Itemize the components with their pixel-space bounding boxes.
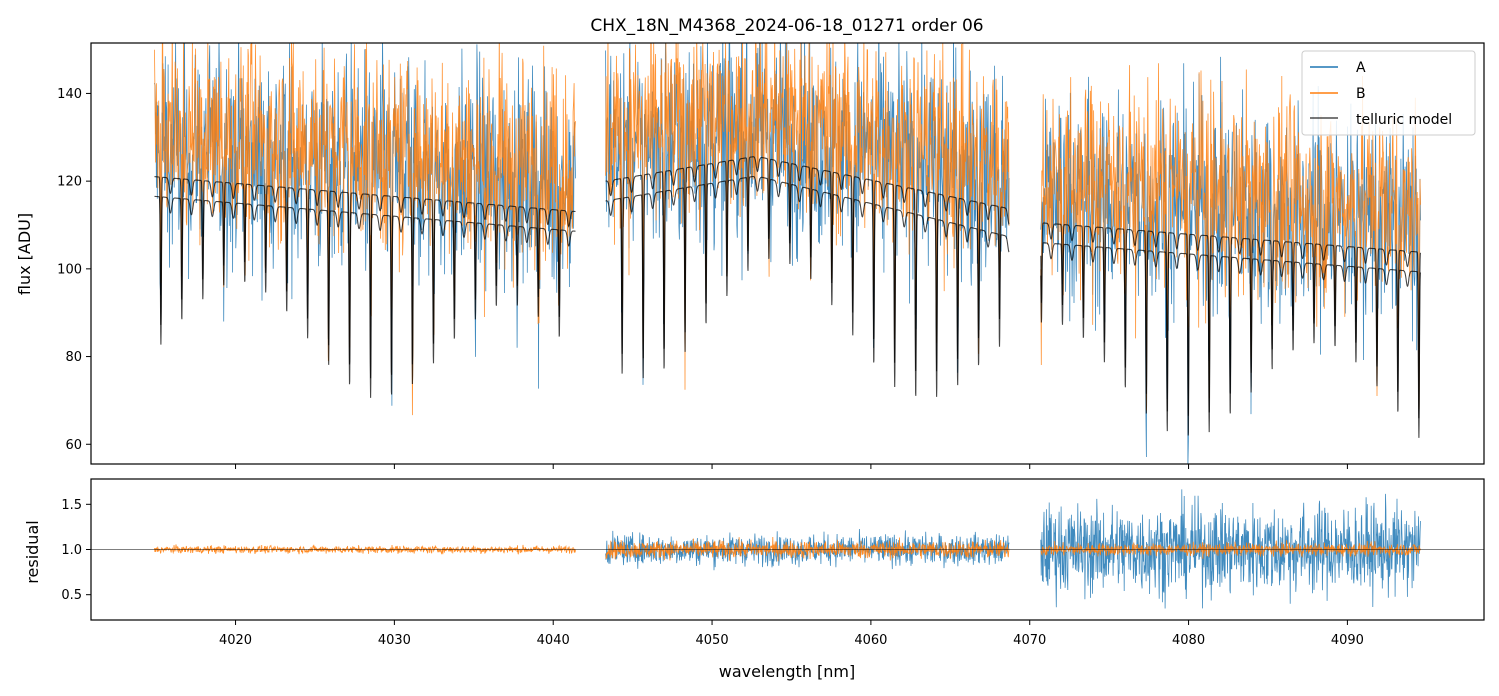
telluric-model-segment-2-curve-1 — [605, 156, 1010, 372]
top-y-axis-label: flux [ADU] — [15, 213, 34, 295]
telluric-model-segment-1-curve-2 — [154, 195, 576, 398]
chart-title: CHX_18N_M4368_2024-06-18_01271 order 06 — [590, 16, 983, 36]
xtick-label-4060: 4060 — [854, 633, 887, 648]
x-axis-label: wavelength [nm] — [719, 662, 856, 681]
bottom-ytick-label-0: 0.5 — [61, 588, 82, 603]
xtick-label-4080: 4080 — [1172, 633, 1205, 648]
xtick-label-4070: 4070 — [1013, 633, 1046, 648]
series-b-residual-segment-3 — [1040, 540, 1421, 560]
legend-box — [1301, 50, 1476, 136]
telluric-model-segment-2-curve-2 — [605, 175, 1010, 397]
top-ytick-label-140: 140 — [57, 87, 82, 102]
telluric-model-segment-3-curve-2 — [1040, 242, 1422, 438]
series-b-top-segment-2 — [605, 43, 1010, 390]
top-ytick-label-60: 60 — [65, 438, 82, 453]
legend-label-a: A — [1356, 60, 1366, 76]
series-a-residual-segment-3 — [1040, 489, 1421, 609]
series-b-top-segment-1 — [154, 43, 576, 416]
top-ytick-label-80: 80 — [65, 350, 82, 365]
bottom-panel: 0.5 1.0 1.5 4020 4030 4040 4050 4060 4070 4080 40… — [23, 478, 1485, 681]
xtick-label-4030: 4030 — [378, 633, 411, 648]
top-ytick-label-100: 100 — [57, 262, 82, 277]
bottom-ytick-label-2: 1.5 — [61, 498, 82, 513]
top-plot-frame — [90, 42, 1485, 465]
xtick-label-4040: 4040 — [537, 633, 570, 648]
xtick-label-4020: 4020 — [219, 633, 252, 648]
series-b-residual-segment-2 — [605, 536, 1010, 562]
top-panel: 60 80 100 120 140 flux [ADU] A B telluric mo… — [15, 42, 1485, 469]
bottom-ytick-label-1: 1.0 — [61, 543, 82, 558]
legend-label-b: B — [1356, 86, 1366, 102]
xtick-label-4050: 4050 — [696, 633, 729, 648]
telluric-model-segment-1-curve-1 — [154, 176, 576, 379]
legend-label-telluric: telluric model — [1356, 112, 1452, 128]
bottom-y-axis-label: residual — [23, 520, 42, 583]
xtick-label-4090: 4090 — [1331, 633, 1364, 648]
top-ytick-label-120: 120 — [57, 175, 82, 190]
legend: A B telluric model — [1301, 50, 1476, 136]
